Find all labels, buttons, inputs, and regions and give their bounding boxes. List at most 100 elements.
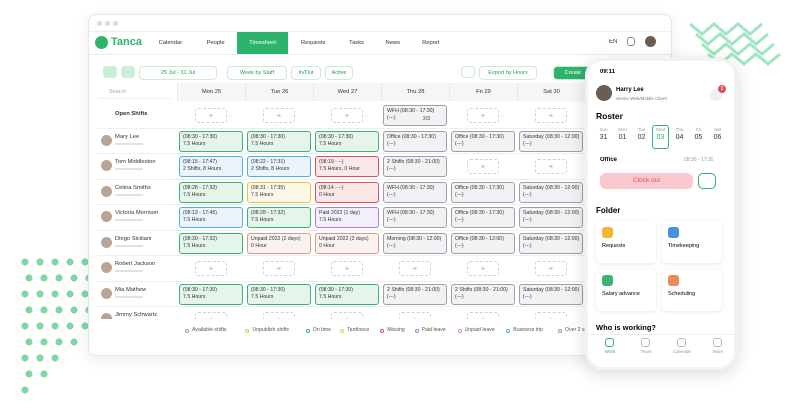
shift-title: (08:28 - 17:32) [183, 184, 218, 191]
bell-badge: 2 [718, 85, 726, 93]
shift-cell[interactable]: (08:30 - 17:30) 7.5 Hours [247, 283, 311, 305]
add-shift[interactable]: + [535, 108, 567, 123]
date-range[interactable]: 25 Jul - 31 Jul [139, 66, 217, 80]
shift-cell[interactable]: (08:14 - --) 0 Hour [315, 181, 379, 203]
fingerprint-button[interactable] [698, 173, 716, 189]
export-button[interactable]: Export by Hours [479, 66, 537, 80]
search-box[interactable]: Search [99, 85, 171, 99]
add-shift[interactable]: + [195, 108, 227, 123]
shift-cell[interactable]: (08:19 - --) 7.5 Hours, 0 Hour [315, 156, 379, 177]
folder-tile[interactable]: Timekeeping [662, 221, 722, 263]
shift-cell[interactable]: WFH (08:30 - 17:30) (---) [383, 181, 447, 203]
nav-item[interactable]: Tasks [349, 40, 364, 46]
shift-cell[interactable]: (08:28 - 17:32) 7.5 Hours [247, 207, 311, 228]
shift-cell[interactable]: (08:30 - 17:30) 7.5 Hours [315, 130, 379, 152]
shift-cell[interactable]: 2 Shifts (08:30 - 21:00) (---) [383, 156, 447, 177]
shift-cell[interactable]: Paid 2022 (1 day) 7.5 Hours [315, 207, 379, 228]
week-date[interactable]: 04 [675, 134, 684, 141]
tab-label[interactable]: Work [604, 349, 616, 354]
shift-cell[interactable]: (08:30 - 17:30) 7.5 Hours [315, 283, 379, 305]
folder-tile[interactable]: Scheduling [662, 269, 722, 311]
shift-cell[interactable]: (08:30 - 17:30) 7.5 Hours [179, 130, 243, 152]
week-date[interactable]: 31 [599, 134, 608, 141]
add-shift[interactable]: + [535, 159, 567, 174]
add-shift[interactable]: + [263, 108, 295, 123]
filter-button[interactable] [103, 66, 117, 78]
tab-label[interactable]: More [712, 349, 724, 354]
add-shift[interactable]: + [263, 261, 295, 276]
shift-cell[interactable]: (08:31 - 17:35) 7.5 Hours [247, 181, 311, 203]
shift-cell[interactable]: (08:22 - 17:31) 2 Shifts, 8 Hours [247, 156, 311, 177]
add-shift[interactable]: + [467, 159, 499, 174]
add-shift[interactable]: + [399, 312, 431, 319]
row-line [97, 280, 671, 282]
nav-item[interactable]: Report [422, 40, 440, 46]
legend-label: Unpublish shifts [252, 327, 290, 333]
nav-item[interactable]: News [385, 40, 401, 46]
nav-item[interactable]: Calendar [158, 40, 183, 46]
week-date[interactable]: 03 [656, 134, 665, 141]
shift-cell[interactable]: 2 Shifts (08:30 - 21:00) (---) [383, 283, 447, 305]
add-shift[interactable]: + [331, 312, 363, 319]
refresh-button[interactable] [461, 66, 475, 78]
shift-cell[interactable]: Saturday (08:30 - 12:00) (---) [519, 181, 583, 203]
tile-label: Scheduling [668, 291, 696, 297]
shift-cell[interactable]: (08:15 - 17:47) 2 Shifts, 8 Hours [179, 156, 243, 177]
nav-item[interactable]: People [206, 40, 225, 46]
folder-tile[interactable]: Requests [596, 221, 656, 263]
staff-name: Diego Siciliani [115, 235, 152, 242]
shift-cell[interactable]: Unpaid 2022 (2 days) 0 Hour [247, 232, 311, 254]
add-shift[interactable]: + [399, 261, 431, 276]
shift-cell[interactable]: Saturday (08:30 - 12:00) (---) [519, 283, 583, 305]
inout-select[interactable]: In/Out [291, 66, 321, 80]
add-shift[interactable]: + [467, 261, 499, 276]
shift-cell[interactable]: (08:28 - 17:32) 7.5 Hours [179, 181, 243, 203]
tab-label[interactable]: Team [640, 349, 652, 354]
staff-hours [115, 168, 143, 170]
shift-cell[interactable]: Saturday (08:30 - 12:00) (---) [519, 232, 583, 254]
decor [55, 306, 63, 314]
add-shift[interactable]: + [331, 261, 363, 276]
add-shift[interactable]: + [535, 261, 567, 276]
shift-cell[interactable]: Office (08:30 - 17:30) (---) [451, 181, 515, 203]
add-shift[interactable]: + [331, 108, 363, 123]
status-select[interactable]: Active [325, 66, 353, 80]
add-shift[interactable]: + [535, 312, 567, 319]
folder-tile[interactable]: Salary advance [596, 269, 656, 311]
shift-title: (08:30 - 17:30) [251, 133, 286, 140]
location-button[interactable] [121, 66, 135, 78]
add-shift[interactable]: + [195, 261, 227, 276]
shift-cell[interactable]: Office (08:30 - 17:30) (---) [383, 130, 447, 152]
add-shift[interactable]: + [195, 312, 227, 319]
shift-cell[interactable]: (08:30 - 17:32) 7.5 Hours [179, 232, 243, 254]
shift-sub: 7.5 Hours [183, 217, 206, 223]
shift-cell[interactable]: Saturday (08:30 - 12:00) (---) [519, 207, 583, 228]
shift-cell[interactable]: (08:30 - 17:30) 7.5 Hours [179, 283, 243, 305]
add-shift[interactable]: + [467, 108, 499, 123]
shift-cell[interactable]: Morning (08:30 - 12:00) (---) [383, 232, 447, 254]
shift-cell[interactable]: Unpaid 2022 (2 days) 0 Hour [315, 232, 379, 254]
shift-cell[interactable]: WFH (08:30 - 17:30) (---) 2/3 [383, 105, 447, 126]
shift-cell[interactable]: Office (08:30 - 12:00) (---) [451, 232, 515, 254]
shift-cell[interactable]: (08:30 - 17:30) 7.5 Hours [247, 130, 311, 152]
nav-item[interactable]: Timesheet [237, 32, 288, 54]
add-shift[interactable]: + [467, 312, 499, 319]
row-line [97, 204, 671, 205]
window-dot [105, 21, 110, 26]
language[interactable]: EN [609, 39, 618, 45]
shift-cell[interactable]: Saturday (08:30 - 12:00) (---) [519, 130, 583, 152]
shift-cell[interactable]: 2 Shifts (08:30 - 21:00) (---) [451, 283, 515, 305]
shift-cell[interactable]: Office (08:30 - 17:30) (---) [451, 207, 515, 228]
shift-cell[interactable]: Office (08:30 - 17:30) (---) [451, 130, 515, 152]
shift-cell[interactable]: WFH (08:30 - 17:30) (---) [383, 207, 447, 228]
view-select[interactable]: Week by Staff [227, 66, 287, 80]
add-shift[interactable]: + [263, 312, 295, 319]
tab-label[interactable]: Calendar [672, 349, 692, 354]
nav-item[interactable]: Requests [300, 40, 326, 46]
clock-out-button[interactable]: Clock out [600, 173, 693, 189]
week-date[interactable]: 02 [637, 134, 646, 141]
shift-cell[interactable]: (08:13 - 17:45) 7.5 Hours [179, 207, 243, 228]
week-date[interactable]: 05 [694, 134, 703, 141]
week-date[interactable]: 06 [713, 134, 722, 141]
week-date[interactable]: 01 [618, 134, 627, 141]
